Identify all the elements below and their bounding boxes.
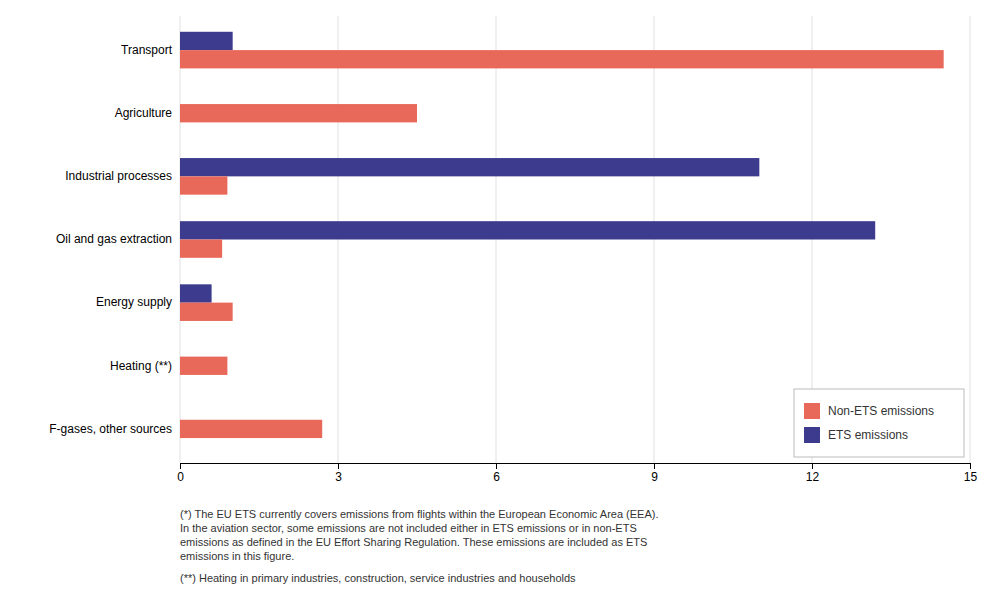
- bars: [180, 32, 944, 438]
- legend-frame: [794, 389, 964, 457]
- x-axis: 0 3 6 9 12 15: [177, 463, 977, 484]
- grid: [180, 16, 970, 463]
- tick-label: 12: [806, 470, 820, 484]
- tick-label: F-gases, other sources: [49, 422, 172, 436]
- tick: 6: [493, 463, 500, 484]
- tick: 15: [964, 463, 978, 484]
- bar: [180, 32, 233, 50]
- plot: 0 3 6 9 12 15 Transport Agriculture Industrial p…: [49, 16, 977, 484]
- footnote: (**) Heating in primary industries, cons…: [180, 572, 576, 584]
- bar: [180, 104, 417, 122]
- bar: [180, 303, 233, 321]
- bar: [180, 420, 181, 438]
- tick-mark: [180, 463, 181, 469]
- tick-label: Industrial processes: [65, 169, 172, 183]
- tick: 3: [335, 463, 342, 484]
- tick-label: 9: [651, 470, 658, 484]
- bar: [180, 420, 322, 438]
- tick-label: 15: [964, 470, 978, 484]
- tick-label: 0: [177, 470, 184, 484]
- tick: Agriculture: [115, 106, 180, 120]
- bar: [180, 284, 212, 302]
- legend-swatch: [804, 427, 820, 443]
- tick-label: Energy supply: [96, 295, 172, 309]
- bar: [180, 240, 222, 258]
- bar: [180, 357, 227, 375]
- tick-mark: [338, 463, 339, 469]
- tick: 0: [177, 463, 184, 484]
- legend-swatch: [804, 403, 820, 419]
- tick-label: Oil and gas extraction: [56, 232, 172, 246]
- bar: [180, 357, 181, 375]
- tick: F-gases, other sources: [49, 422, 180, 436]
- legend-item: ETS emissions: [804, 427, 908, 443]
- tick-label: 3: [335, 470, 342, 484]
- legend: Non-ETS emissions ETS emissions: [794, 389, 964, 457]
- bar: [180, 221, 875, 239]
- tick-mark: [496, 463, 497, 469]
- legend-label: Non-ETS emissions: [828, 404, 934, 418]
- bar: [180, 50, 944, 68]
- tick: Energy supply: [96, 295, 180, 309]
- tick-mark: [654, 463, 655, 469]
- tick-label: Agriculture: [115, 106, 173, 120]
- footnote: (*) The EU ETS currently covers emission…: [180, 508, 658, 562]
- tick-label: 6: [493, 470, 500, 484]
- y-axis: Transport Agriculture Industrial processes…: [49, 43, 180, 436]
- grid-line: [970, 16, 971, 463]
- tick-label: Heating (**): [110, 359, 172, 373]
- tick: Oil and gas extraction: [56, 232, 180, 246]
- tick-mark: [812, 463, 813, 469]
- bar: [180, 158, 759, 176]
- tick: 12: [806, 463, 820, 484]
- tick: Transport: [121, 43, 180, 57]
- chart: 0 3 6 9 12 15 Transport Agriculture Industrial p…: [0, 0, 1000, 613]
- tick-mark: [970, 463, 971, 469]
- bar: [180, 104, 181, 122]
- legend-item: Non-ETS emissions: [804, 403, 934, 419]
- legend-label: ETS emissions: [828, 428, 908, 442]
- tick: Industrial processes: [65, 169, 180, 183]
- bar: [180, 176, 227, 194]
- tick: Heating (**): [110, 359, 180, 373]
- tick-label: Transport: [121, 43, 173, 57]
- axis-line: [181, 464, 971, 470]
- tick: 9: [651, 463, 658, 484]
